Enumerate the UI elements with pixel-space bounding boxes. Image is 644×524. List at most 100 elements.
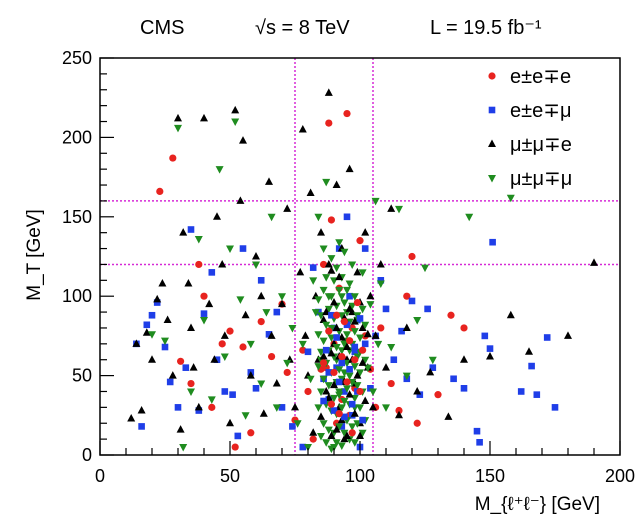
data-point (319, 245, 328, 254)
data-point (533, 391, 541, 398)
data-point (353, 298, 361, 307)
data-point (338, 352, 346, 361)
data-point (239, 136, 247, 144)
data-point (278, 299, 286, 308)
data-point (590, 258, 598, 266)
data-point (351, 356, 359, 364)
data-point (309, 277, 318, 285)
data-point (319, 420, 328, 428)
data-point (403, 292, 411, 300)
data-point (309, 435, 317, 443)
data-point (226, 418, 234, 427)
data-point (314, 404, 323, 412)
data-point (184, 278, 193, 287)
data-point (343, 286, 351, 295)
legend-label: e±e∓μ (510, 100, 572, 122)
data-point (158, 278, 167, 287)
data-point (426, 367, 435, 376)
legend-label: μ±μ∓e (510, 134, 572, 156)
data-point (252, 252, 260, 260)
data-point (408, 252, 416, 261)
data-point (156, 187, 164, 195)
data-point (132, 339, 141, 347)
legend-marker (488, 139, 496, 147)
data-point (327, 431, 336, 439)
data-point (324, 426, 333, 435)
data-point (335, 366, 344, 374)
data-point (348, 400, 356, 408)
data-point (241, 310, 250, 319)
data-point (320, 397, 327, 405)
data-point (330, 298, 338, 306)
data-point (328, 311, 335, 319)
data-point (416, 391, 424, 398)
legend-label: μ±μ∓μ (510, 168, 572, 190)
data-point (486, 352, 494, 360)
data-point (335, 410, 343, 418)
data-point (377, 277, 385, 284)
data-point (327, 255, 336, 263)
data-point (335, 245, 343, 252)
data-point (358, 358, 367, 366)
data-point (246, 371, 255, 379)
data-point (161, 343, 169, 351)
data-point (343, 431, 351, 439)
data-point (450, 375, 457, 383)
data-point (325, 119, 333, 127)
data-point (239, 343, 247, 351)
y-tick-label: 0 (82, 445, 92, 465)
data-point (187, 388, 195, 396)
data-point (200, 310, 208, 317)
data-point (148, 311, 156, 319)
data-point (174, 404, 182, 411)
data-point (324, 259, 333, 268)
data-point (226, 327, 234, 335)
data-point (382, 305, 390, 313)
data-point (324, 382, 333, 390)
data-point (205, 299, 214, 308)
data-point (340, 398, 349, 406)
data-point (317, 228, 325, 236)
data-point (317, 388, 325, 396)
data-point (351, 343, 359, 351)
data-point (343, 378, 351, 386)
data-point (257, 277, 265, 284)
data-point (226, 245, 234, 254)
data-point (304, 348, 312, 356)
data-point (434, 391, 442, 399)
data-point (208, 269, 216, 276)
data-point (335, 378, 343, 386)
data-point (517, 388, 525, 395)
data-point (333, 334, 340, 341)
data-point (340, 318, 348, 326)
data-point (267, 213, 276, 222)
data-point (366, 291, 375, 300)
data-point (332, 323, 341, 331)
data-point (220, 331, 229, 339)
data-point (288, 324, 297, 333)
data-point (343, 213, 351, 221)
data-point (168, 371, 177, 379)
data-point (429, 364, 437, 371)
data-point (319, 352, 328, 360)
data-point (390, 356, 398, 364)
data-point (327, 216, 335, 224)
data-point (350, 328, 359, 336)
data-point (335, 239, 344, 247)
data-point (350, 363, 359, 371)
data-point (322, 321, 331, 330)
data-point (332, 344, 341, 352)
data-point (332, 180, 341, 189)
data-point (309, 428, 318, 436)
data-point (346, 365, 353, 373)
data-point (353, 371, 362, 379)
data-point (341, 388, 348, 395)
data-point (361, 245, 369, 252)
data-point (317, 432, 325, 441)
data-point (314, 363, 323, 371)
data-point (319, 315, 328, 324)
data-point (424, 305, 431, 313)
data-point (299, 346, 307, 354)
data-point (335, 286, 344, 295)
data-point (194, 402, 203, 411)
